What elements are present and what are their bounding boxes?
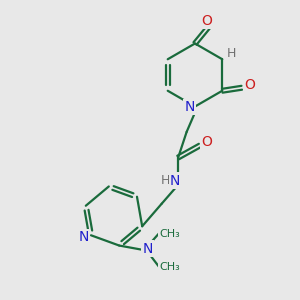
- Text: H: H: [227, 47, 237, 60]
- Text: N: N: [184, 100, 195, 114]
- Text: O: O: [202, 14, 212, 28]
- Text: CH₃: CH₃: [159, 229, 180, 238]
- Text: N: N: [142, 242, 153, 256]
- Text: N: N: [170, 174, 180, 188]
- Text: CH₃: CH₃: [159, 262, 180, 272]
- Text: H: H: [161, 174, 170, 187]
- Text: N: N: [78, 230, 89, 244]
- Text: O: O: [201, 135, 212, 149]
- Text: O: O: [244, 78, 255, 92]
